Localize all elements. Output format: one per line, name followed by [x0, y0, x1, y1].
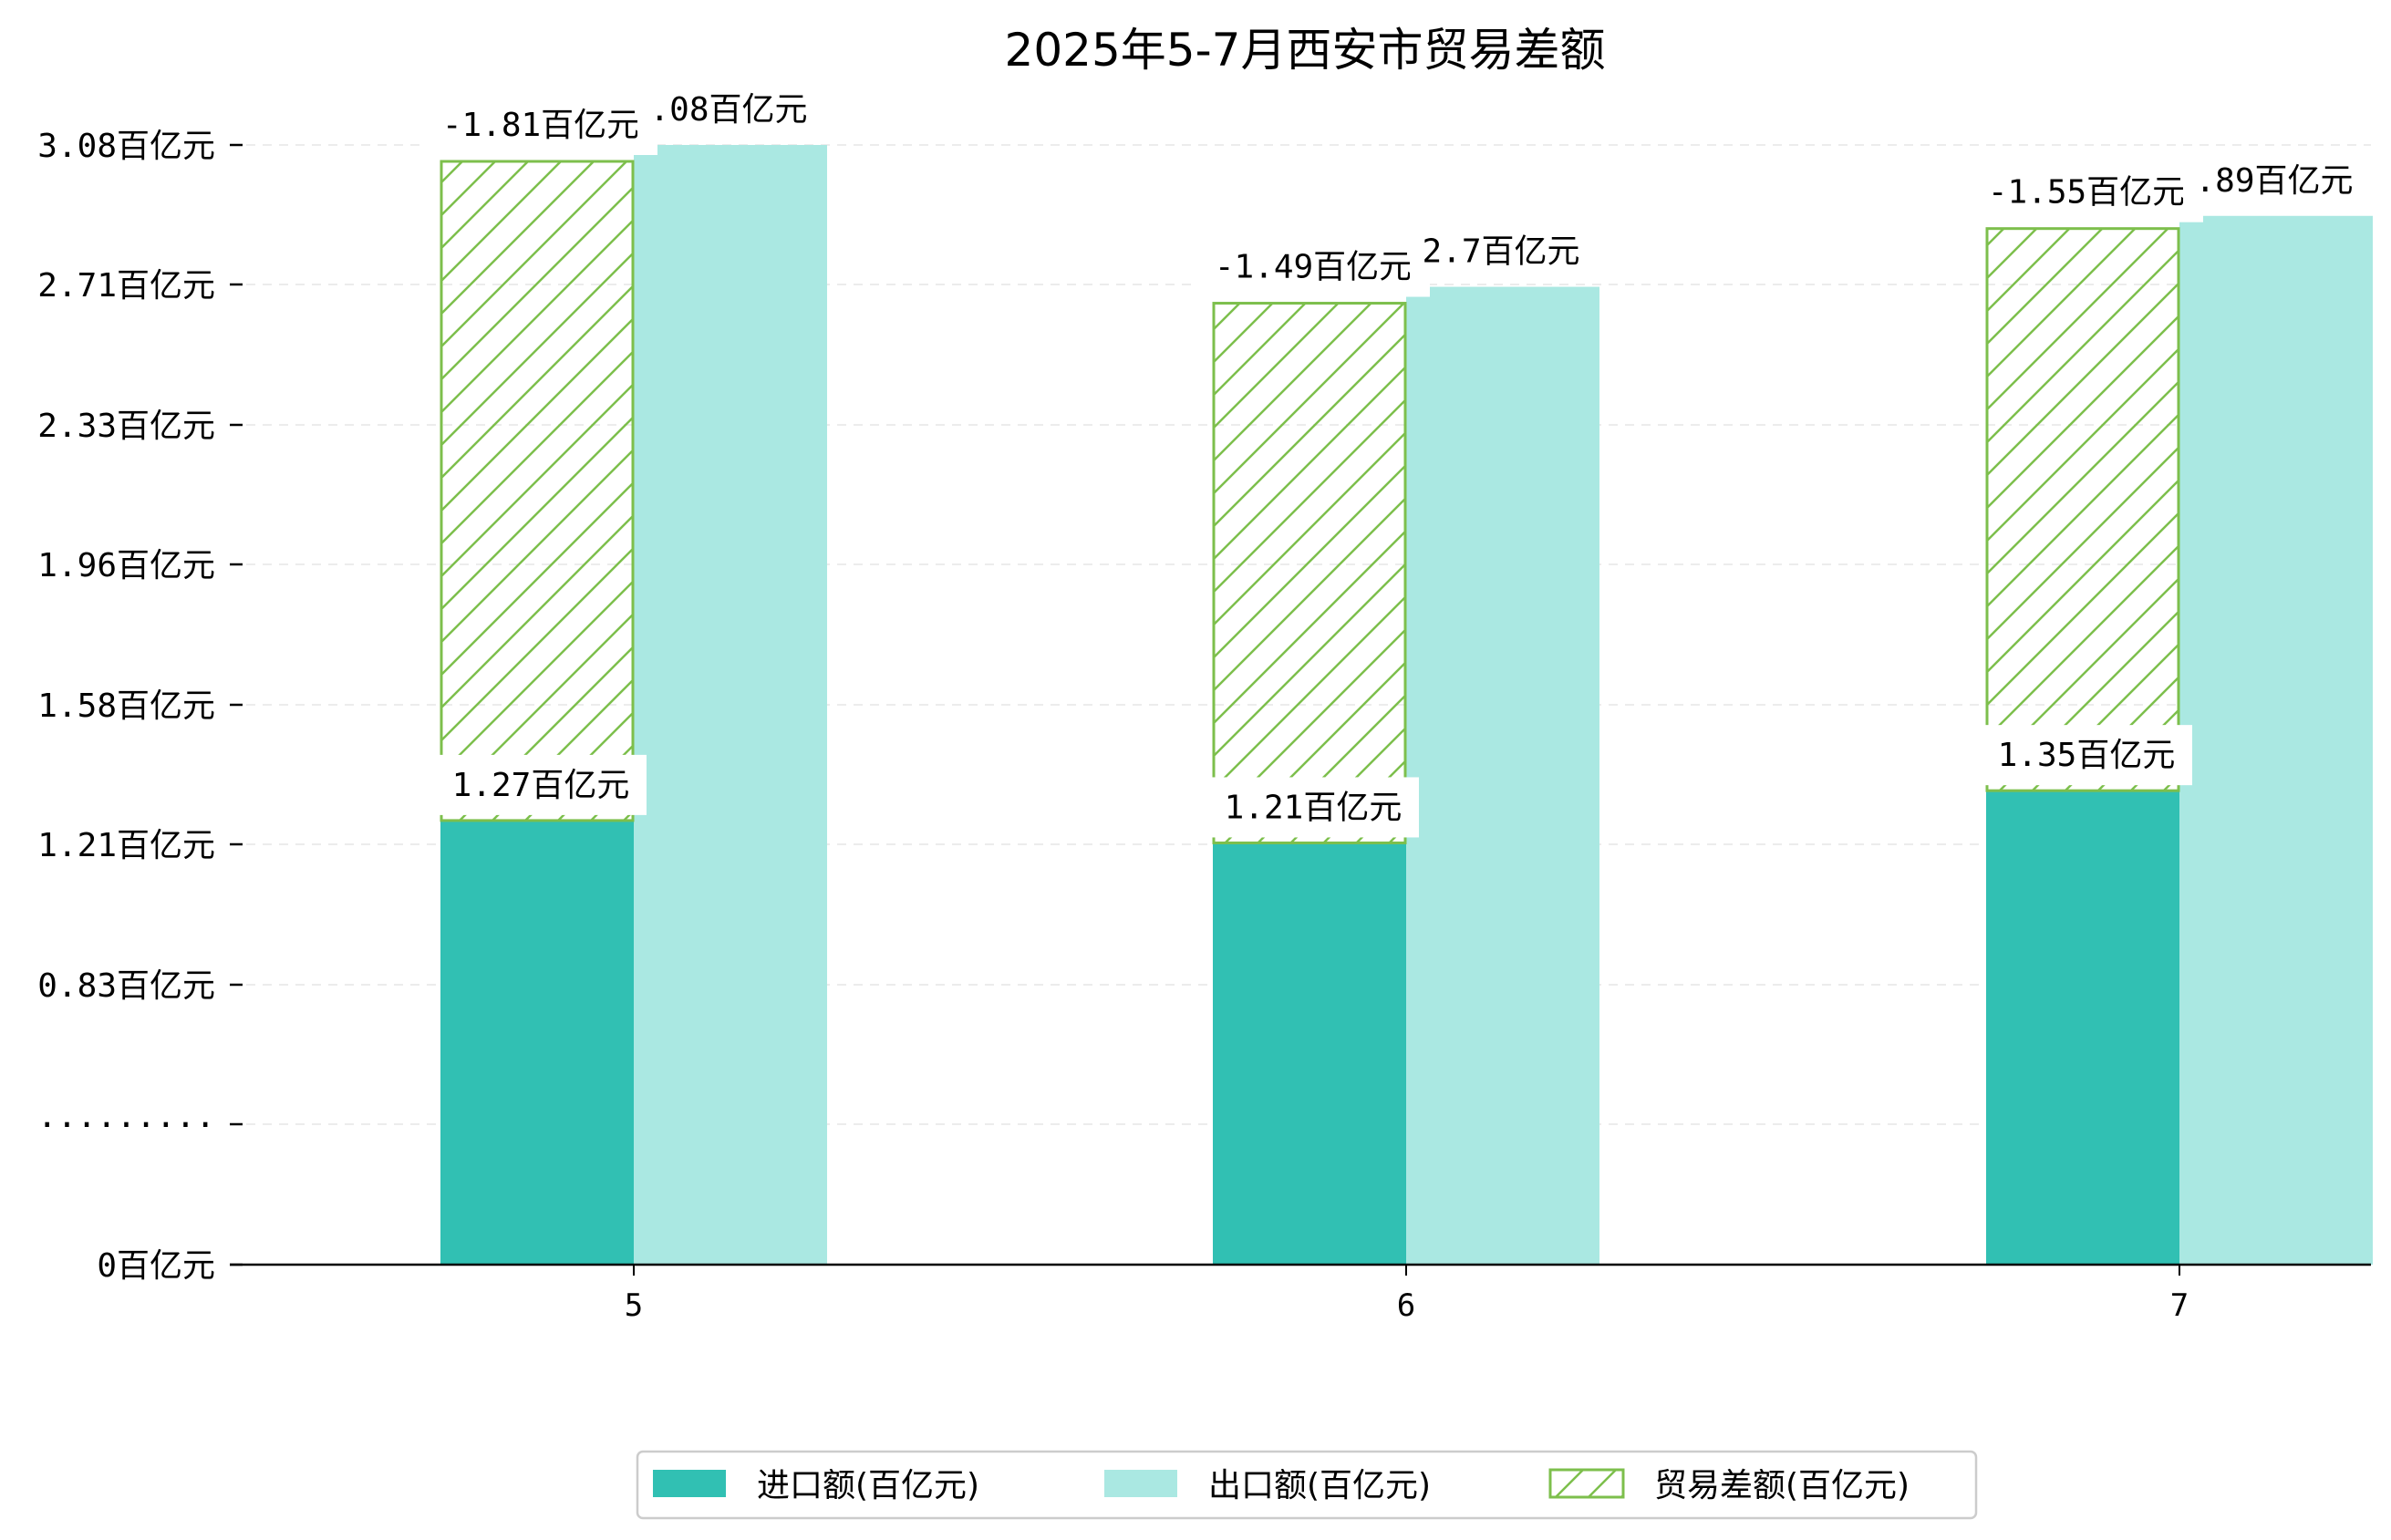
legend[interactable]: 进口额(百亿元) 出口额(百亿元) 贸易差额(百亿元)	[636, 1450, 1978, 1520]
import-label: 1.35百亿元	[1998, 737, 2176, 774]
import-label: 1.27百亿元	[452, 767, 630, 804]
ticks: 0百亿元 ········· 0.83百亿元 1.21百亿元 1.58百亿元 1.96百亿…	[37, 128, 2189, 1324]
balance-label: -1.81百亿元	[442, 107, 639, 144]
balance-label-bg	[1196, 236, 1430, 297]
data-labels: 1.27百亿元 -1.81百亿元 .08百亿元 1.21百亿元 -1.49百亿元 2.7百…	[424, 79, 2365, 838]
balance-bar	[1985, 227, 2180, 792]
balance-bar	[440, 160, 635, 822]
export-label: 2.7百亿元	[1422, 233, 1579, 271]
legend-label: 贸易差额(百亿元)	[1654, 1467, 1910, 1504]
legend-frame	[636, 1450, 1978, 1520]
legend-swatch	[1548, 1468, 1625, 1499]
y-tick-label: 2.71百亿元	[37, 267, 215, 305]
legend-item[interactable]: 出口额(百亿元)	[1104, 1467, 1431, 1504]
export-label-bg	[2183, 150, 2365, 211]
bars	[440, 145, 2373, 1266]
y-tick-label: 0.83百亿元	[37, 967, 215, 1005]
chart-title: 2025年5-7月西安市贸易差额	[1005, 24, 1606, 77]
import-bar	[440, 820, 634, 1265]
export-label-bg	[637, 79, 820, 140]
y-tick-label: 1.96百亿元	[37, 547, 215, 584]
export-label: .89百亿元	[2195, 162, 2353, 200]
legend-item[interactable]: 进口额(百亿元)	[653, 1467, 979, 1504]
import-label: 1.21百亿元	[1225, 789, 1403, 826]
balance-label: -1.49百亿元	[1215, 249, 1412, 286]
export-bar	[634, 145, 827, 1265]
balance-bar	[1212, 302, 1407, 844]
export-bar	[1406, 286, 1599, 1266]
legend-swatch	[1104, 1470, 1177, 1497]
x-tick-label: 5	[625, 1287, 643, 1324]
y-tick-label: 1.21百亿元	[37, 827, 215, 864]
x-tick-label: 7	[2170, 1287, 2189, 1324]
y-tick-label: 1.58百亿元	[37, 687, 215, 725]
balance-label-bg	[424, 95, 657, 155]
y-tick-label: ·········	[37, 1107, 215, 1144]
y-tick-label: 2.33百亿元	[37, 408, 215, 445]
legend-label: 出口额(百亿元)	[1208, 1467, 1431, 1504]
import-bar	[1213, 842, 1406, 1265]
import-bar	[1986, 791, 2179, 1265]
y-tick-label: 3.08百亿元	[37, 128, 215, 165]
export-label-bg	[1410, 221, 1592, 282]
y-tick-label: 0百亿元	[97, 1247, 215, 1285]
balance-label-bg	[1970, 161, 2203, 222]
legend-item[interactable]: 贸易差额(百亿元)	[1548, 1467, 1910, 1504]
x-tick-label: 6	[1397, 1287, 1415, 1324]
legend-swatch	[653, 1470, 726, 1497]
balance-label: -1.55百亿元	[1988, 174, 2185, 212]
import-label-bg	[1207, 777, 1419, 838]
axes	[230, 1263, 2371, 1266]
import-label-bg	[435, 754, 647, 815]
export-bar	[2179, 215, 2373, 1266]
export-label: .08百亿元	[649, 91, 807, 129]
import-label-bg	[1981, 725, 2192, 786]
legend-label: 进口额(百亿元)	[757, 1467, 979, 1504]
